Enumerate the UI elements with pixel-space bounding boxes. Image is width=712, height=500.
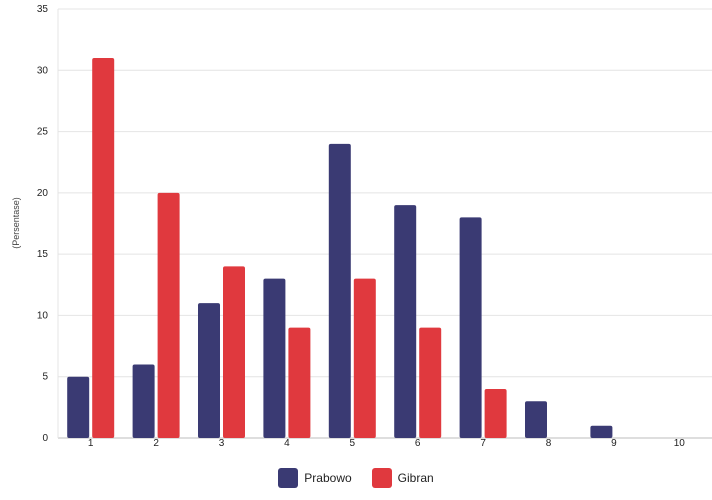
x-tick-label: 8 [546, 438, 552, 449]
y-tick-label: 20 [37, 188, 49, 199]
x-tick-label: 10 [674, 438, 686, 449]
bar-gibran [419, 327, 442, 438]
legend: Prabowo Gibran [0, 468, 712, 488]
x-tick-label: 1 [88, 438, 94, 449]
x-tick-label: 4 [284, 438, 290, 449]
legend-item-prabowo[interactable]: Prabowo [278, 468, 352, 488]
x-tick-label: 7 [480, 438, 486, 449]
x-tick-label: 5 [350, 438, 356, 449]
legend-swatch-gibran [371, 468, 392, 488]
axes: 0 5 10 15 20 25 30 35 1 2 3 4 5 6 7 8 9 10 [37, 4, 685, 449]
y-tick-label: 10 [37, 310, 49, 321]
bar-gibran [288, 327, 311, 438]
x-tick-label: 9 [611, 438, 617, 449]
bar-chart: 0 5 10 15 20 25 30 35 1 2 3 4 5 6 7 8 9 10 (Persentase) [11, 4, 712, 449]
x-tick-label: 3 [219, 438, 225, 449]
bar-gibran [353, 278, 376, 438]
bars [67, 58, 613, 439]
legend-item-gibran[interactable]: Gibran [371, 468, 434, 488]
y-tick-label: 25 [37, 127, 49, 138]
bar-prabowo [67, 376, 90, 438]
legend-label-gibran: Gibran [397, 471, 434, 485]
y-tick-label: 15 [37, 249, 49, 260]
bar-gibran [157, 192, 180, 438]
bar-prabowo [198, 303, 220, 438]
y-tick-label: 5 [42, 372, 48, 383]
legend-label-prabowo: Prabowo [304, 471, 352, 485]
bar-prabowo [590, 425, 613, 438]
bar-prabowo [459, 217, 482, 438]
y-tick-label: 0 [42, 433, 48, 444]
y-tick-label: 35 [37, 4, 49, 15]
bar-prabowo [263, 278, 286, 438]
bar-prabowo [525, 401, 547, 438]
bar-prabowo [328, 143, 351, 439]
bar-gibran [484, 388, 507, 438]
bar-prabowo [394, 205, 417, 438]
bar-prabowo [132, 364, 155, 438]
bar-gibran [223, 266, 245, 438]
bar-gibran [92, 58, 115, 439]
x-tick-label: 2 [153, 438, 159, 449]
legend-swatch-prabowo [278, 468, 299, 488]
y-tick-label: 30 [37, 65, 49, 76]
grid-lines [58, 8, 712, 439]
y-axis-title: (Persentase) [11, 197, 21, 249]
x-tick-label: 6 [415, 438, 421, 449]
